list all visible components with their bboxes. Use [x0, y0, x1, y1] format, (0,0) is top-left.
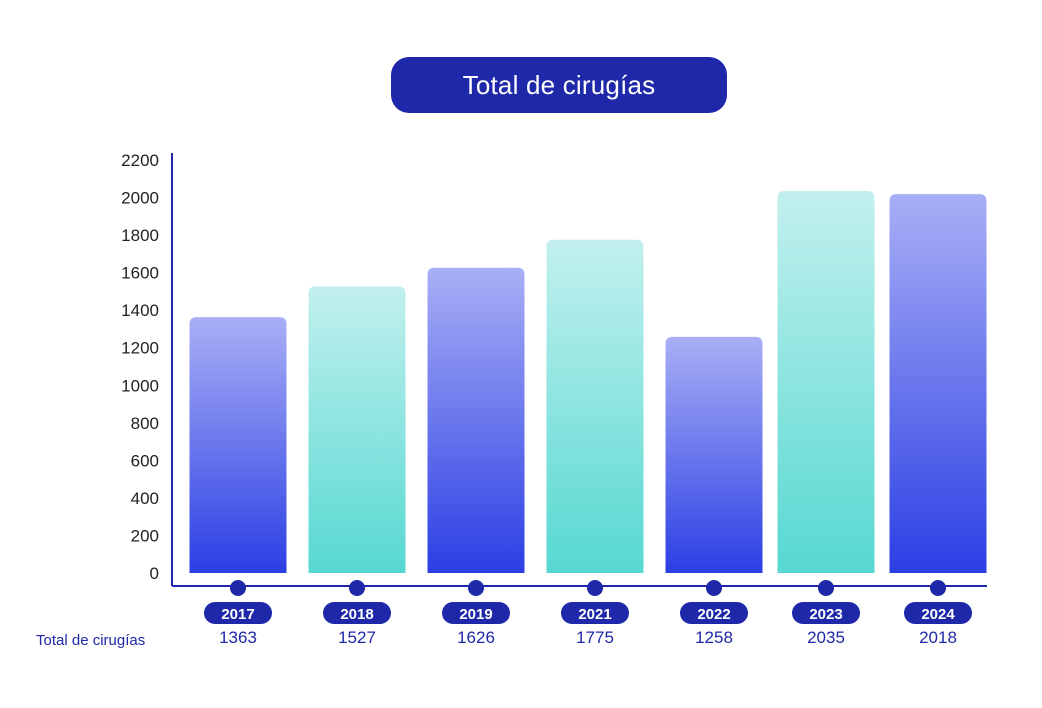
y-tick-label: 1800: [121, 226, 159, 245]
data-label: 1775: [576, 628, 614, 647]
data-label: 1626: [457, 628, 495, 647]
bar: [308, 286, 406, 573]
y-tick-label: 600: [131, 451, 159, 470]
y-tick-label: 400: [131, 489, 159, 508]
x-tick-label: 2023: [809, 606, 842, 623]
bars: [189, 190, 987, 573]
axis-marker-dot: [706, 580, 722, 596]
year-pill: [442, 602, 510, 624]
x-tick-label: 2022: [697, 606, 730, 623]
data-label: 2035: [807, 628, 845, 647]
y-tick-label: 2200: [121, 151, 159, 170]
y-tick-label: 1400: [121, 301, 159, 320]
y-tick-label: 2000: [121, 189, 159, 208]
y-tick-label: 200: [131, 526, 159, 545]
axis-marker-dot: [587, 580, 603, 596]
axis-marker-dot: [930, 580, 946, 596]
x-tick-label: 2021: [578, 606, 611, 623]
y-tick-label: 0: [150, 564, 159, 583]
axis-marker-dot: [468, 580, 484, 596]
bar: [189, 317, 287, 573]
year-pill: [792, 602, 860, 624]
x-axis: 2017 1363 2018 1527 2019 1626 2021 1775 2022 1258…: [172, 580, 987, 647]
y-tick-label: 1000: [121, 376, 159, 395]
series-row-label: Total de cirugías: [36, 632, 146, 649]
y-tick-label: 800: [131, 414, 159, 433]
x-tick-label: 2024: [921, 606, 955, 623]
data-label: 1363: [219, 628, 257, 647]
bar: [889, 194, 987, 573]
y-tick-label: 1200: [121, 339, 159, 358]
y-tick-label: 1600: [121, 264, 159, 283]
axis-marker-dot: [818, 580, 834, 596]
y-axis: 0 200 400 600 800 1000 1200 1400 1600 1800 2000 220…: [121, 151, 173, 586]
year-pill: [561, 602, 629, 624]
data-label: 1527: [338, 628, 376, 647]
bar: [777, 190, 875, 573]
data-label: 2018: [919, 628, 957, 647]
year-pill: [323, 602, 391, 624]
bar: [546, 239, 644, 573]
year-pill: [680, 602, 748, 624]
year-pill: [204, 602, 272, 624]
x-tick-label: 2018: [340, 606, 373, 623]
chart-title: Total de cirugías: [391, 57, 727, 113]
x-tick-label: 2017: [221, 606, 254, 623]
bar: [665, 336, 763, 573]
bar: [427, 267, 525, 573]
data-label: 1258: [695, 628, 733, 647]
year-pill: [904, 602, 972, 624]
axis-marker-dot: [230, 580, 246, 596]
axis-marker-dot: [349, 580, 365, 596]
x-tick-label: 2019: [459, 606, 492, 623]
